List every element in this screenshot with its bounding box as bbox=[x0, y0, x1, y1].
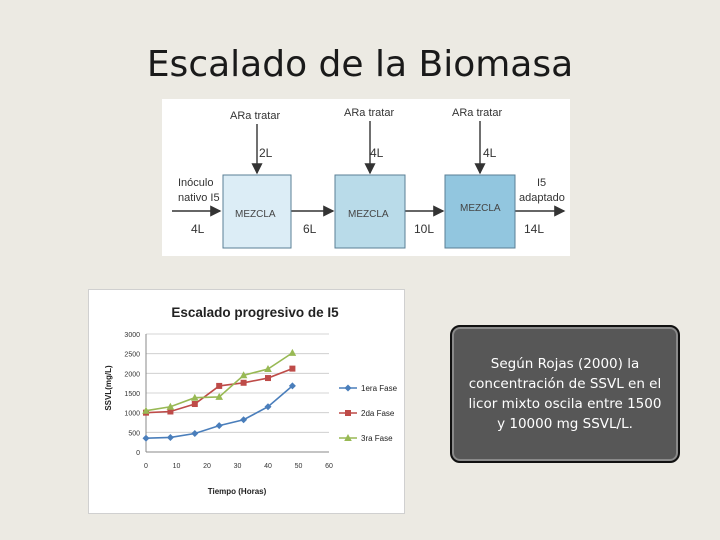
mix-box-1-label: MEZCLA bbox=[235, 209, 276, 220]
series-1-point bbox=[142, 434, 150, 442]
series-3-point bbox=[215, 392, 223, 400]
series-2-point bbox=[216, 382, 223, 389]
mix-box-1 bbox=[222, 174, 292, 249]
adapted-label-line2: adaptado bbox=[519, 192, 565, 204]
inoculum-label-line1: Inóculo bbox=[178, 177, 213, 189]
chart-x-tick-label: 10 bbox=[173, 463, 181, 470]
series-2-point bbox=[265, 375, 271, 382]
input-volume-1: 2L bbox=[259, 146, 273, 160]
note-text: Según Rojas (2000) la concentración de S… bbox=[468, 356, 662, 432]
legend-label-3: 3ra Fase bbox=[361, 434, 393, 443]
mix-box-3-label: MEZCLA bbox=[460, 203, 501, 214]
series-3-point bbox=[239, 371, 248, 379]
chart-y-tick-label: 0 bbox=[136, 450, 140, 457]
series-3-point bbox=[166, 402, 175, 410]
series-1-point bbox=[240, 416, 248, 424]
mix-box-2 bbox=[334, 174, 406, 249]
flow-volume-1: 4L bbox=[191, 222, 205, 236]
chart-y-tick-label: 2000 bbox=[124, 371, 140, 378]
line-chart: Escalado progresivo de I5 05001000150020… bbox=[104, 305, 398, 496]
series-1-point bbox=[288, 382, 296, 390]
note-box: Según Rojas (2000) la concentración de S… bbox=[450, 325, 680, 463]
chart-y-tick-label: 1500 bbox=[124, 391, 140, 398]
flow-volume-4: 14L bbox=[524, 222, 544, 236]
chart-x-tick-label: 30 bbox=[234, 463, 242, 470]
chart-x-tick-label: 40 bbox=[264, 463, 272, 470]
input-label-3: ARa tratar bbox=[452, 107, 502, 119]
chart-x-axis-label: Tiempo (Horas) bbox=[208, 487, 267, 496]
flow-volume-3: 10L bbox=[414, 222, 434, 236]
input-volume-3: 4L bbox=[483, 146, 497, 160]
series-2-point bbox=[191, 401, 198, 408]
chart-x-tick-label: 20 bbox=[203, 463, 211, 470]
adapted-label-line1: I5 bbox=[537, 177, 546, 189]
series-1-point bbox=[215, 422, 223, 430]
chart-y-tick-label: 2500 bbox=[124, 352, 140, 359]
legend-marker-2 bbox=[345, 410, 351, 416]
legend-marker-3 bbox=[344, 434, 352, 441]
chart-x-tick-label: 60 bbox=[325, 463, 333, 470]
series-2-point bbox=[289, 365, 296, 372]
series-3-point bbox=[288, 348, 297, 356]
mix-box-2-label: MEZCLA bbox=[348, 209, 389, 220]
series-1-point bbox=[191, 430, 199, 438]
series-1-point bbox=[166, 433, 174, 441]
process-diagram-svg: ARa tratar ARa tratar ARa tratar 2L 4L 4… bbox=[172, 107, 566, 249]
process-diagram: ARa tratar ARa tratar ARa tratar 2L 4L 4… bbox=[162, 99, 570, 256]
legend-label-1: 1era Fase bbox=[361, 384, 398, 393]
mix-box-3 bbox=[444, 174, 516, 249]
chart-x-tick-label: 0 bbox=[144, 463, 148, 470]
series-1-point bbox=[264, 403, 272, 411]
input-label-2: ARa tratar bbox=[344, 107, 394, 119]
series-line-3 bbox=[145, 352, 293, 412]
legend-label-2: 2da Fase bbox=[361, 409, 395, 418]
input-volume-2: 4L bbox=[370, 146, 384, 160]
chart-panel: Escalado progresivo de I5 0 500 1000 1500 20… bbox=[88, 289, 405, 514]
series-2-point bbox=[167, 408, 174, 415]
inoculum-label-line2: nativo I5 bbox=[178, 192, 220, 204]
series-3-point bbox=[191, 393, 199, 401]
slide-title: Escalado de la Biomasa bbox=[146, 44, 574, 85]
series-3-point bbox=[142, 406, 150, 414]
series-3-point bbox=[264, 365, 272, 373]
legend-marker-1 bbox=[344, 384, 352, 392]
chart-y-tick-label: 500 bbox=[128, 430, 140, 437]
input-label-1: ARa tratar bbox=[230, 110, 280, 122]
flow-volume-2: 6L bbox=[303, 222, 317, 236]
chart-y-tick-label: 3000 bbox=[124, 332, 140, 339]
chart-y-tick-label: 1000 bbox=[124, 411, 140, 418]
series-2-point bbox=[240, 379, 247, 386]
chart-title: Escalado progresivo de I5 bbox=[171, 305, 339, 320]
chart-y-axis-label: SSVL(mg/L) bbox=[104, 365, 113, 411]
chart-x-tick-label: 50 bbox=[295, 463, 303, 470]
